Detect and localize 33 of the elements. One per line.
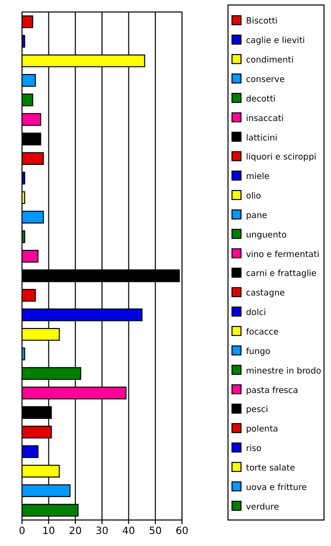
legend-label: olio bbox=[246, 192, 262, 202]
legend-label: pesci bbox=[246, 405, 268, 416]
x-tick-label: 50 bbox=[148, 526, 162, 537]
legend-label: caglie e lieviti bbox=[246, 36, 305, 46]
legend-label: miele bbox=[246, 172, 270, 182]
legend-label: liquori e sciroppi bbox=[246, 152, 316, 163]
legend-label: carni e frattaglie bbox=[246, 269, 317, 280]
legend-label: Biscotti bbox=[246, 16, 278, 27]
legend-label: castagne bbox=[246, 288, 285, 299]
legend-label: pasta fresca bbox=[246, 386, 298, 396]
legend-label: verdure bbox=[246, 502, 279, 512]
legend-label: latticini bbox=[246, 133, 278, 144]
legend-label: uova e fritture bbox=[246, 482, 307, 493]
legend-label: torte salate bbox=[246, 463, 296, 474]
legend-label: unguento bbox=[246, 230, 287, 240]
legend-label: fungo bbox=[246, 346, 270, 357]
legend-label: minestre in brodo bbox=[246, 366, 322, 376]
x-tick-label: 40 bbox=[122, 526, 136, 537]
x-tick-label: 0 bbox=[18, 526, 26, 537]
legend-label: focacce bbox=[246, 327, 279, 338]
legend-label: pane bbox=[246, 210, 268, 221]
x-tick-label: 20 bbox=[68, 526, 82, 537]
legend-label: vino e fermentati bbox=[246, 250, 320, 260]
legend-label: polenta bbox=[246, 424, 278, 435]
legend-label: insaccati bbox=[246, 114, 284, 124]
legend-label: dolci bbox=[246, 308, 266, 318]
x-tick-label: 10 bbox=[42, 526, 56, 537]
legend-label: riso bbox=[246, 444, 262, 454]
legend-label: condimenti bbox=[246, 56, 294, 66]
x-tick-label: 30 bbox=[96, 526, 108, 537]
legend-label: conserve bbox=[246, 74, 285, 85]
legend-label: decotti bbox=[246, 94, 276, 104]
x-tick-label: 60 bbox=[176, 526, 188, 537]
